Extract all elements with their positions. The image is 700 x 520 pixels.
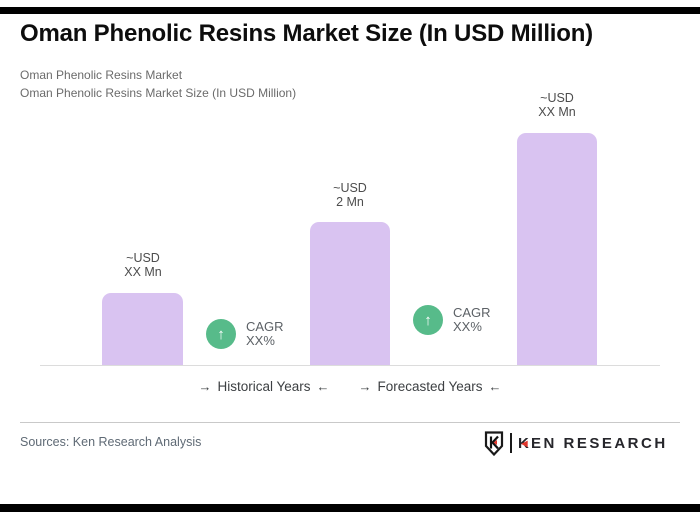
footer-divider: [20, 422, 680, 423]
subtitle-line-1: Oman Phenolic Resins Market: [20, 68, 183, 82]
cagr-text: CAGR XX%: [453, 306, 491, 334]
right-arrow-icon: →: [198, 379, 212, 394]
axis-label-forecasted-years: → Forecasted Years ←: [350, 379, 510, 394]
historical-years-text: Historical Years: [217, 379, 311, 394]
bar3-label-line1: ~USD: [540, 91, 574, 105]
logo-wordmark-rest: EN RESEARCH: [531, 434, 668, 452]
forecasted-years-text: Forecasted Years: [377, 379, 483, 394]
cagr-value: XX%: [453, 319, 482, 334]
left-arrow-icon: ←: [488, 379, 502, 394]
bar2-label-line1: ~USD: [333, 181, 367, 195]
bar-historical-year: [102, 293, 183, 365]
logo-letter-k: K: [518, 434, 532, 452]
bar1-label-line2: XX Mn: [124, 265, 162, 279]
bar-value-label-forecast: ~USD XX Mn: [497, 91, 617, 119]
axis-label-historical-years: → Historical Years ←: [184, 379, 344, 394]
shield-k-icon: [484, 430, 504, 456]
cagr-annotation-historical: ↑ CAGR XX%: [206, 319, 284, 349]
left-arrow-icon: ←: [316, 379, 330, 394]
cagr-label: CAGR: [246, 319, 284, 334]
bar2-label-line2: 2 Mn: [336, 195, 364, 209]
up-arrow-glyph: ↑: [424, 311, 432, 329]
bottom-black-strip: [0, 504, 700, 512]
cagr-annotation-forecast: ↑ CAGR XX%: [413, 305, 491, 335]
red-triangle-icon: ◀: [521, 438, 530, 448]
sources-text: Sources: Ken Research Analysis: [20, 435, 202, 449]
cagr-value: XX%: [246, 333, 275, 348]
bar-value-label-base: ~USD 2 Mn: [290, 181, 410, 209]
up-arrow-icon: ↑: [206, 319, 236, 349]
bar-base-year: [310, 222, 390, 365]
logo-wordmark: K ◀ EN RESEARCH: [518, 435, 668, 452]
cagr-label: CAGR: [453, 305, 491, 320]
chart-subtitle: Oman Phenolic Resins Market Oman Phenoli…: [20, 66, 296, 102]
page-title: Oman Phenolic Resins Market Size (In USD…: [20, 20, 593, 47]
up-arrow-glyph: ↑: [217, 325, 225, 343]
bar-value-label-historical: ~USD XX Mn: [83, 251, 203, 279]
ken-research-logo: K ◀ EN RESEARCH: [484, 430, 668, 456]
top-black-strip: [0, 7, 700, 14]
logo-divider: [510, 433, 512, 453]
bar1-label-line1: ~USD: [126, 251, 160, 265]
right-arrow-icon: →: [358, 379, 372, 394]
x-axis-baseline: [40, 365, 660, 366]
subtitle-line-2: Oman Phenolic Resins Market Size (In USD…: [20, 86, 297, 100]
bar-forecast-year: [517, 133, 597, 365]
up-arrow-icon: ↑: [413, 305, 443, 335]
cagr-text: CAGR XX%: [246, 320, 284, 348]
bar3-label-line2: XX Mn: [538, 105, 576, 119]
